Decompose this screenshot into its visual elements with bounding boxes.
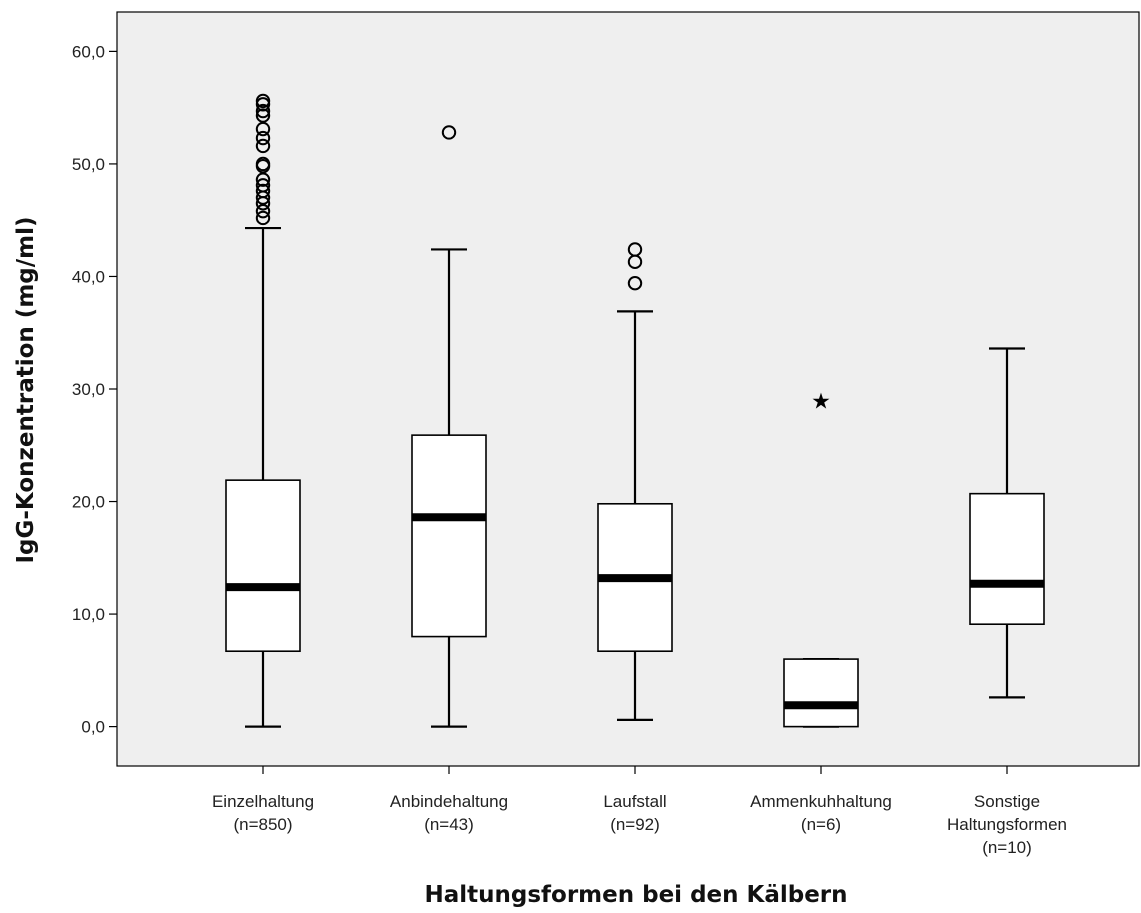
outlier-point <box>255 183 271 199</box>
outlier-point <box>441 125 457 140</box>
outlier-point <box>255 178 271 193</box>
outlier-point <box>255 121 271 137</box>
y-tick-label: 30,0 <box>72 380 105 399</box>
outlier-point <box>627 276 643 291</box>
x-tick-label-line: (n=850) <box>233 815 292 834</box>
box-iqr <box>969 492 1045 626</box>
outlier-point <box>255 172 271 187</box>
x-tick-label-line: Sonstige <box>974 792 1040 811</box>
plot-area <box>116 11 1140 767</box>
y-axis: 0,0 10,0 20,0 30,0 40,0 50,0 60,0 <box>72 42 117 737</box>
box-group: ★ <box>783 389 859 728</box>
outlier-point <box>255 130 271 146</box>
x-tick-label: Sonstige Haltungsformen (n=10) <box>947 792 1067 857</box>
box-group <box>225 93 301 728</box>
outlier-point <box>255 108 271 123</box>
outlier-point <box>255 138 271 154</box>
y-tick-label: 10,0 <box>72 605 105 624</box>
y-tick-label: 60,0 <box>72 42 105 61</box>
y-tick-label: 0,0 <box>81 718 105 737</box>
x-tick-label-line: (n=92) <box>610 815 660 834</box>
x-tick-label-line: (n=10) <box>982 838 1032 857</box>
y-tick-label: 40,0 <box>72 267 105 286</box>
x-tick-label: Einzelhaltung (n=850) <box>212 792 314 834</box>
extreme-point: ★ <box>811 389 831 414</box>
box-group <box>597 242 673 721</box>
x-tick-label-line: (n=43) <box>424 815 474 834</box>
x-axis: Einzelhaltung (n=850) Anbindehaltung (n=43)… <box>212 766 1067 857</box>
x-tick-label: Laufstall (n=92) <box>603 792 666 834</box>
boxes-layer: ★ <box>225 93 1045 728</box>
box-iqr <box>411 434 487 638</box>
outlier-point <box>255 103 271 119</box>
outlier-point <box>255 203 271 219</box>
outlier-point <box>255 93 271 109</box>
y-axis-title: IgG-Konzentration (mg/ml) <box>13 216 39 563</box>
x-tick-label: Anbindehaltung (n=43) <box>390 792 508 834</box>
box-group <box>969 347 1045 699</box>
box-iqr <box>783 658 859 728</box>
outlier-point <box>255 156 271 172</box>
x-tick-label-line: Einzelhaltung <box>212 792 314 811</box>
x-tick-label-line: Ammenkuhhaltung <box>750 792 892 811</box>
x-tick-label-line: Laufstall <box>603 792 666 811</box>
x-tick-label-line: Haltungsformen <box>947 815 1067 834</box>
box-iqr <box>225 479 301 653</box>
y-tick-label: 50,0 <box>72 155 105 174</box>
outlier-point <box>255 210 271 226</box>
outlier-point <box>627 242 643 257</box>
x-tick-label-line: (n=6) <box>801 815 841 834</box>
x-axis-title: Haltungsformen bei den Kälbern <box>424 882 847 908</box>
box-group <box>411 125 487 728</box>
x-tick-label: Ammenkuhhaltung (n=6) <box>750 792 892 834</box>
x-tick-label-line: Anbindehaltung <box>390 792 508 811</box>
y-tick-label: 20,0 <box>72 493 105 512</box>
